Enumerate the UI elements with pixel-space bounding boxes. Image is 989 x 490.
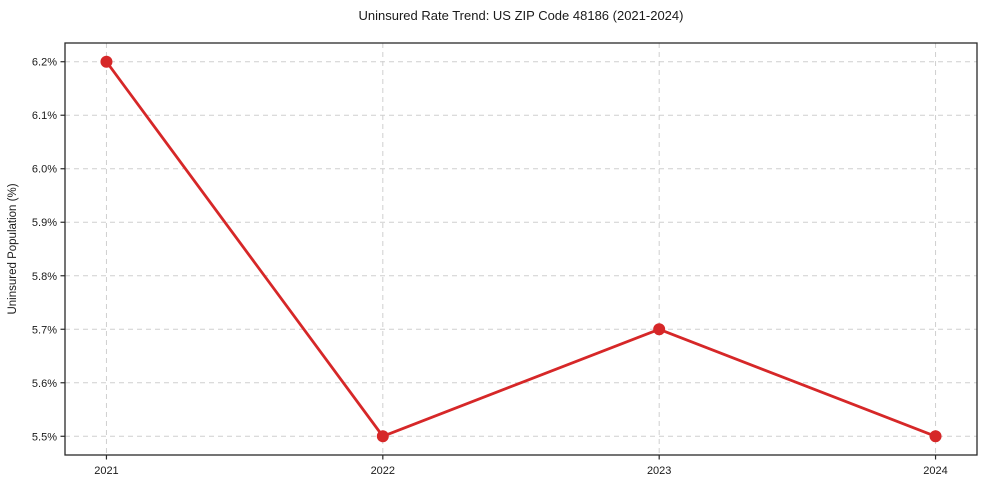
tick-layer (60, 61, 937, 460)
y-tick-label: 6.1% (32, 110, 57, 122)
trend-line (105, 60, 937, 438)
y-tick-label: 6.0% (32, 164, 57, 176)
y-tick-label: 5.7% (32, 324, 57, 336)
chart-title: Uninsured Rate Trend: US ZIP Code 48186 … (359, 8, 684, 23)
x-tick-label: 2023 (647, 465, 671, 477)
data-point-marker (100, 55, 113, 68)
y-tick-label: 6.2% (32, 57, 57, 69)
x-tick-label: 2024 (923, 465, 947, 477)
grid-layer (65, 43, 977, 455)
tick-label-layer: 5.5% 5.6% 5.7% 5.8% 5.9% 6.0% 6.1% 6.2% 2021 2022… (32, 57, 948, 477)
data-point-marker (929, 430, 942, 443)
x-tick-label: 2021 (94, 465, 118, 477)
y-tick-label: 5.9% (32, 217, 57, 229)
series-layer (100, 55, 942, 443)
plot-border (64, 42, 978, 456)
data-point-marker (376, 430, 389, 443)
y-tick-label: 5.8% (32, 271, 57, 283)
y-axis-label: Uninsured Population (%) (7, 183, 19, 314)
x-tick-label: 2022 (371, 465, 395, 477)
data-point-marker (653, 323, 666, 336)
y-tick-label: 5.5% (32, 431, 57, 443)
y-tick-label: 5.6% (32, 378, 57, 390)
